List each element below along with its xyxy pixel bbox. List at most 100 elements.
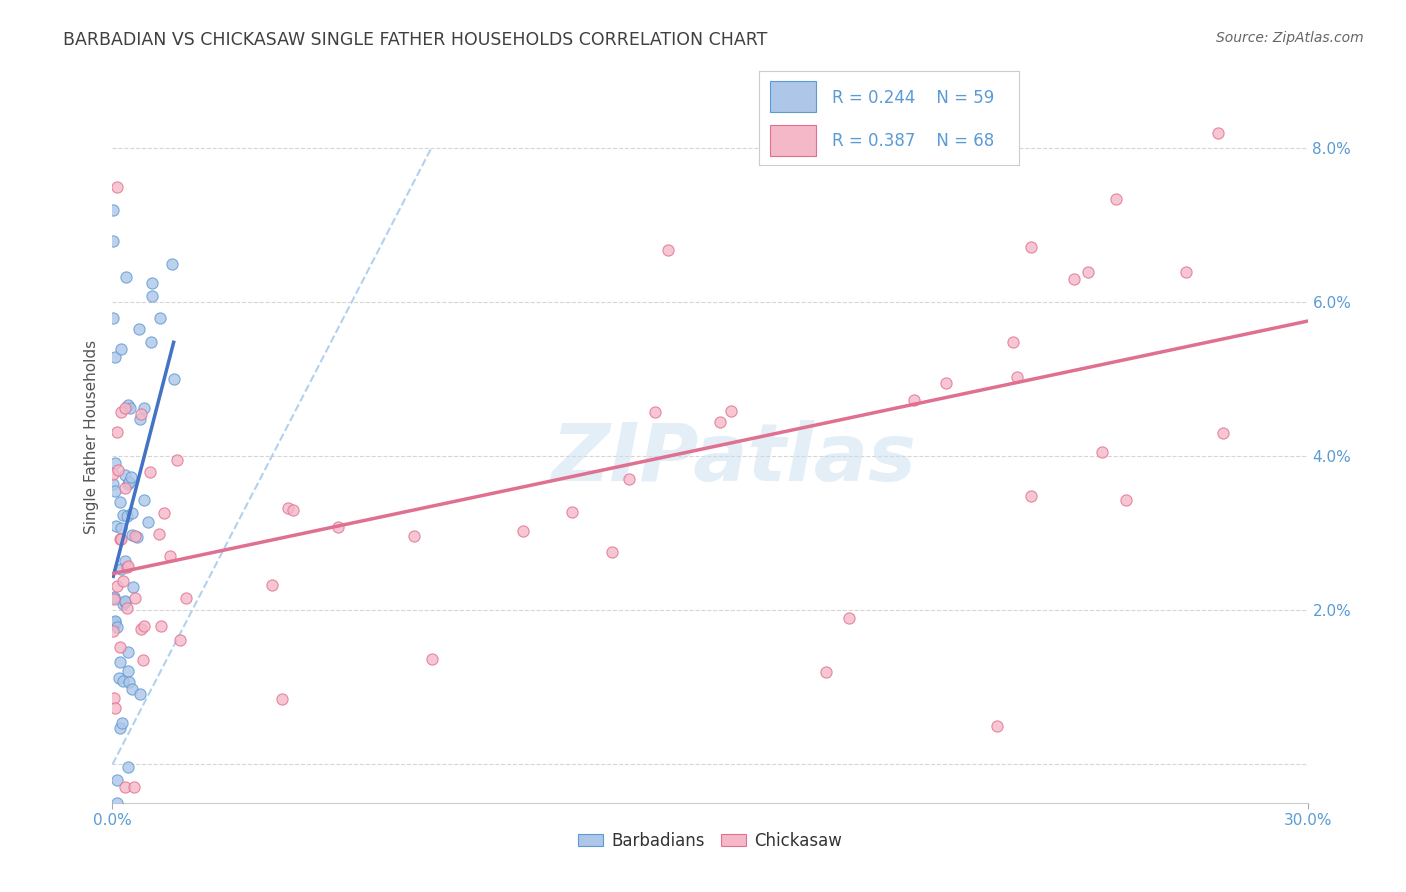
Point [166, 453, 188, 467]
Point [132, 619, 155, 633]
Point [270, 691, 292, 706]
Point [118, 475, 141, 490]
FancyBboxPatch shape [769, 81, 817, 112]
Point [260, 578, 283, 592]
Point [617, 472, 640, 486]
Point [108, 532, 131, 546]
Point [117, 645, 139, 659]
Point [105, 772, 128, 787]
Point [1174, 264, 1197, 278]
Point [103, 234, 125, 248]
Point [103, 467, 125, 482]
Text: R = 0.387    N = 68: R = 0.387 N = 68 [832, 132, 994, 150]
Point [117, 559, 139, 574]
Point [1105, 193, 1128, 207]
Point [110, 342, 132, 356]
Point [103, 477, 125, 491]
Point [148, 526, 170, 541]
Point [281, 503, 304, 517]
Point [132, 401, 155, 415]
Point [121, 681, 143, 696]
Point [104, 350, 127, 364]
Point [1001, 334, 1024, 349]
Point [159, 549, 181, 563]
Point [121, 580, 143, 594]
Point [114, 468, 136, 483]
Point [838, 611, 860, 625]
Point [114, 554, 136, 568]
Point [104, 617, 127, 632]
Point [112, 574, 135, 588]
Point [117, 477, 139, 491]
Point [138, 515, 160, 529]
Point [121, 506, 143, 520]
Point [117, 398, 139, 412]
Point [110, 640, 132, 655]
Point [112, 673, 135, 688]
Point [814, 665, 837, 679]
Point [128, 322, 150, 336]
Point [120, 470, 142, 484]
Point [1115, 492, 1137, 507]
Point [108, 721, 131, 735]
Point [108, 495, 131, 509]
Point [141, 334, 163, 349]
Point [105, 796, 128, 810]
Point [720, 403, 742, 417]
Point [121, 527, 143, 541]
Point [117, 665, 139, 679]
Point [105, 620, 128, 634]
Point [117, 601, 139, 615]
Point [162, 257, 183, 271]
Point [105, 179, 128, 194]
Point [644, 405, 666, 419]
Point [108, 655, 131, 669]
Point [112, 508, 135, 523]
Legend: Barbadians, Chickasaw: Barbadians, Chickasaw [571, 825, 849, 856]
Point [149, 618, 172, 632]
Point [103, 624, 125, 638]
Point [110, 521, 132, 535]
Point [107, 463, 129, 477]
Point [935, 376, 957, 390]
Point [1077, 265, 1099, 279]
Text: Source: ZipAtlas.com: Source: ZipAtlas.com [1216, 31, 1364, 45]
Point [118, 675, 141, 690]
Point [103, 591, 125, 605]
Point [118, 401, 141, 415]
Point [124, 591, 146, 605]
Point [104, 701, 127, 715]
Point [125, 530, 148, 544]
Point [104, 615, 127, 629]
Point [328, 520, 350, 534]
Point [709, 415, 731, 429]
Point [600, 545, 623, 559]
Text: BARBADIAN VS CHICKASAW SINGLE FATHER HOUSEHOLDS CORRELATION CHART: BARBADIAN VS CHICKASAW SINGLE FATHER HOU… [63, 31, 768, 49]
Point [152, 506, 174, 520]
Point [1005, 370, 1028, 384]
Point [104, 456, 127, 470]
Point [124, 529, 146, 543]
Point [420, 652, 443, 666]
Point [122, 780, 145, 795]
Point [176, 591, 198, 605]
Point [114, 401, 136, 415]
Point [103, 592, 125, 607]
Point [104, 615, 127, 629]
Point [111, 597, 134, 611]
Point [1021, 240, 1043, 254]
Point [105, 425, 128, 440]
Point [110, 562, 132, 576]
Point [169, 632, 191, 647]
Y-axis label: Single Father Households: Single Father Households [84, 340, 100, 534]
Point [129, 688, 152, 702]
Point [104, 484, 127, 499]
Point [114, 594, 136, 608]
Point [117, 509, 139, 524]
Text: ZIPatlas: ZIPatlas [551, 420, 917, 498]
Point [114, 594, 136, 608]
Point [129, 622, 152, 636]
Point [103, 691, 125, 706]
Point [103, 202, 125, 217]
Point [277, 500, 299, 515]
